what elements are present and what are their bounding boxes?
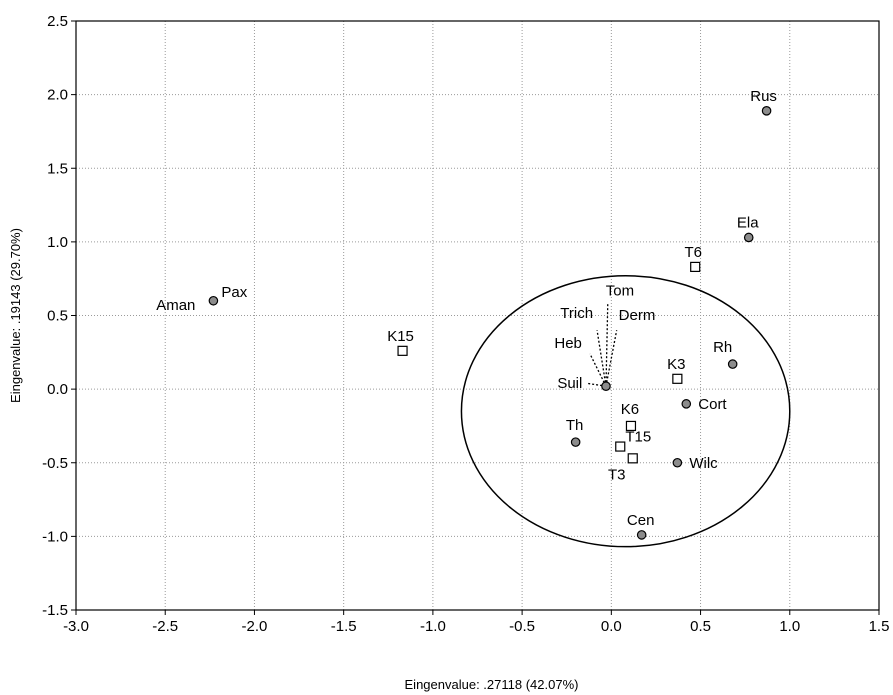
x-tick-label: -0.5: [509, 618, 535, 635]
point-label: K6: [621, 401, 639, 418]
y-tick-label: 1.5: [47, 160, 68, 177]
point-label: Cen: [627, 512, 655, 529]
square-marker: [625, 420, 637, 432]
square-marker: [615, 441, 626, 452]
circle-marker: [743, 232, 754, 243]
y-tick-label: 2.0: [47, 87, 68, 104]
y-tick-label: 1.0: [47, 234, 68, 251]
circle-marker: [636, 530, 647, 540]
vector-layer: [586, 303, 618, 387]
y-tick-label: -1.0: [42, 528, 68, 545]
point-label: Th: [566, 417, 584, 434]
x-tick-label: -1.5: [331, 618, 357, 635]
ordination-circle: [460, 274, 791, 548]
point-label: K3: [667, 356, 685, 373]
square-marker: [672, 373, 683, 384]
circle-marker: [570, 437, 581, 447]
vector-line: [605, 330, 618, 387]
x-tick-label: 1.5: [869, 618, 890, 635]
square-marker: [627, 453, 638, 464]
x-tick-label: -1.0: [420, 618, 446, 635]
grid-layer: [76, 21, 879, 610]
point-layer: [208, 106, 772, 540]
y-tick-label: 0.5: [47, 308, 68, 325]
point-label: Cort: [698, 396, 727, 413]
vector-label: Suil: [557, 375, 582, 392]
point-label: K15: [387, 328, 414, 345]
vector-label: Derm: [619, 307, 656, 324]
point-label: T6: [684, 244, 702, 261]
x-tick-label: -3.0: [63, 618, 89, 635]
vector-label: Heb: [554, 335, 582, 352]
y-tick-label: -1.5: [42, 602, 68, 619]
x-tick-label: 0.0: [601, 618, 622, 635]
point-label: Aman: [156, 297, 195, 314]
vector-line: [605, 303, 609, 387]
point-label: Rus: [750, 88, 777, 105]
point-label: T15: [625, 429, 651, 446]
circle-marker: [681, 399, 692, 409]
tick-layer: -3.0 -2.5 -2.0 -1.5 -1.0 -0.5 0.0 0.5 1.0 1.5 2.5 2…: [42, 13, 889, 635]
circle-layer: [460, 274, 791, 548]
label-layer: Tom Derm Trich Heb Suil Rus Ela Pax Aman Rh Cort Th…: [156, 88, 777, 529]
x-tick-label: 1.0: [779, 618, 800, 635]
x-tick-label: -2.0: [242, 618, 268, 635]
vector-label: Trich: [560, 305, 593, 322]
circle-marker: [672, 457, 683, 468]
x-tick-label: 0.5: [690, 618, 711, 635]
circle-marker: [727, 359, 738, 369]
x-axis-title: Eingenvalue: .27118 (42.07%): [405, 677, 579, 692]
point-label: Rh: [713, 339, 732, 356]
point-label: Ela: [737, 214, 759, 231]
circle-marker: [601, 381, 611, 391]
vector-label: Tom: [606, 283, 634, 300]
y-axis-title: Eingenvalue: .19143 (29.70%): [8, 228, 23, 403]
circle-marker: [761, 106, 772, 116]
vector-line: [586, 382, 607, 387]
point-label: T3: [608, 466, 626, 483]
square-marker: [690, 261, 701, 273]
x-tick-label: -2.5: [152, 618, 178, 635]
square-marker: [397, 345, 408, 356]
point-label: Pax: [221, 284, 247, 301]
y-tick-label: 0.0: [47, 381, 68, 398]
y-tick-label: 2.5: [47, 13, 68, 30]
point-label: Wilc: [689, 455, 718, 472]
y-tick-label: -0.5: [42, 455, 68, 472]
circle-marker: [208, 295, 219, 306]
vector-line: [596, 330, 607, 387]
